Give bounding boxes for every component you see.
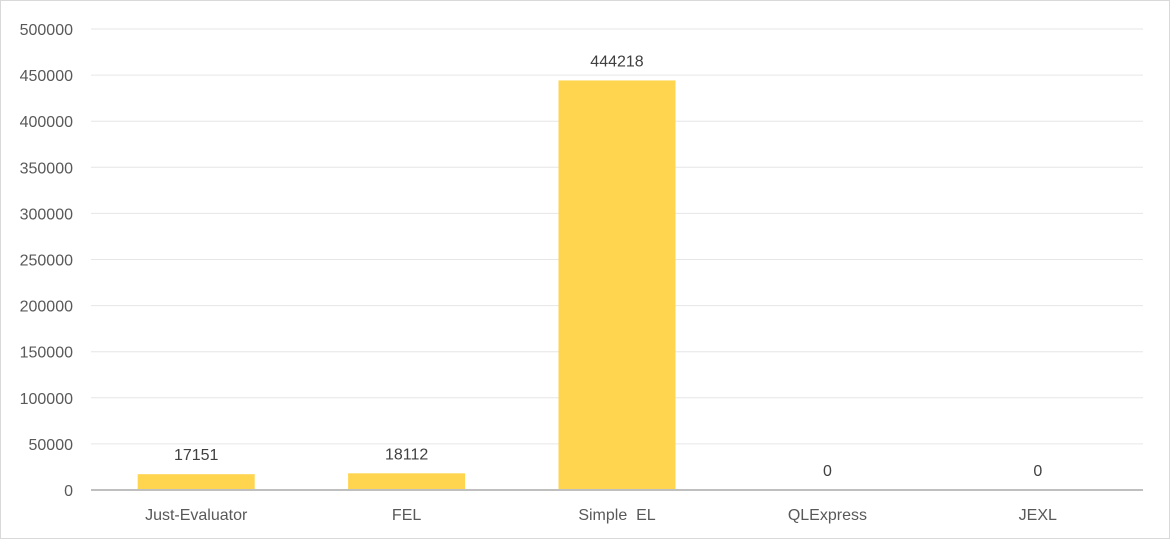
y-axis-ticks: 0 50000 100000 150000 200000 250000 300000 3500… [20, 22, 73, 500]
y-tick-label: 500000 [20, 22, 73, 39]
bar [137, 474, 255, 490]
x-tick-label: JEXL [1019, 507, 1057, 524]
x-tick-label: FEL [392, 507, 421, 524]
y-tick-label: 200000 [20, 299, 73, 316]
y-tick-label: 450000 [20, 68, 73, 85]
data-label: 18112 [385, 446, 428, 463]
bar [348, 473, 466, 490]
y-tick-label: 350000 [20, 160, 73, 177]
y-tick-label: 400000 [20, 114, 73, 131]
y-tick-label: 0 [64, 483, 73, 500]
y-tick-label: 250000 [20, 253, 73, 270]
y-tick-label: 50000 [29, 437, 74, 454]
x-tick-label: Just-Evaluator [145, 507, 248, 524]
bars [137, 80, 676, 491]
x-tick-label: QLExpress [788, 507, 867, 524]
data-label: 17151 [174, 447, 219, 464]
data-label: 444218 [590, 53, 643, 70]
data-label: 0 [1033, 463, 1042, 480]
x-axis-ticks: Just-Evaluator FEL Simple EL QLExpress JEXL [145, 507, 1057, 524]
y-tick-label: 300000 [20, 206, 73, 223]
bar [558, 80, 676, 491]
y-tick-label: 150000 [20, 345, 73, 362]
data-labels: 17151 18112 444218 0 0 [174, 53, 1042, 480]
data-label: 0 [823, 463, 832, 480]
x-tick-label: Simple EL [578, 507, 655, 524]
y-tick-label: 100000 [20, 391, 73, 408]
